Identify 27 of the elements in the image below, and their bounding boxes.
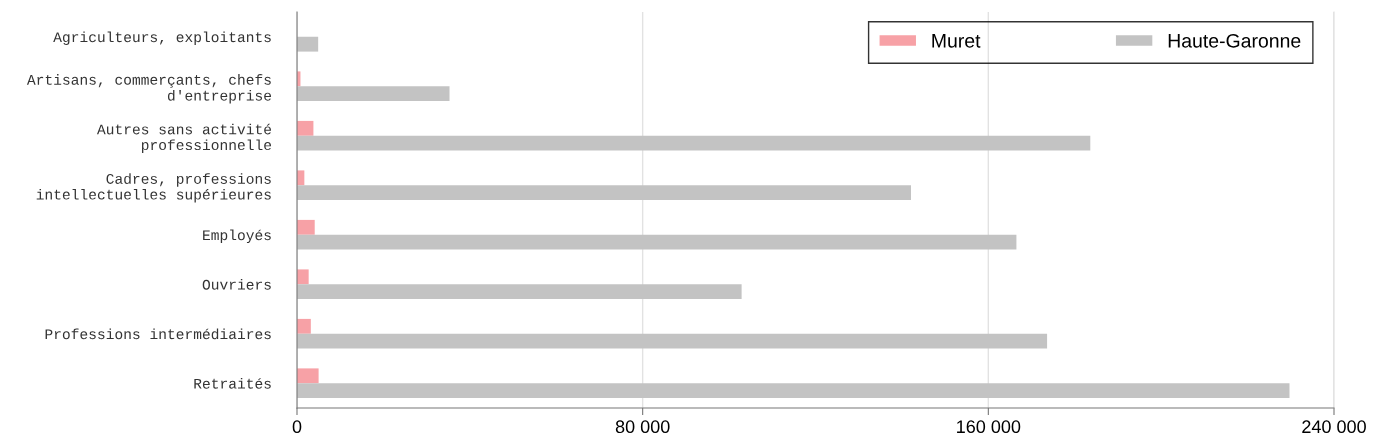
- legend-label: Haute-Garonne: [1168, 33, 1301, 48]
- bar: [297, 383, 1290, 399]
- bar: [297, 368, 319, 384]
- y-tick-label: Retraités: [194, 377, 271, 389]
- y-tick-label: Autres sans activité professionnelle: [96, 123, 272, 153]
- bar: [297, 269, 309, 285]
- x-tick-label: 0: [292, 420, 302, 434]
- y-tick-label: Ouvriers: [202, 278, 271, 290]
- bar: [297, 86, 450, 102]
- bar: [297, 36, 319, 52]
- y-tick-label: Artisans, commerçants, chefs d'entreprise: [26, 74, 272, 104]
- bar: [297, 135, 1091, 151]
- bar: [297, 333, 1048, 349]
- bar: [297, 318, 311, 334]
- legend-label: Muret: [932, 34, 981, 48]
- x-tick-label: 80 000: [615, 420, 670, 434]
- x-tick-label: 160 000: [957, 420, 1021, 434]
- bar: [297, 120, 314, 136]
- bar: [297, 185, 911, 201]
- y-tick-label: Professions intermédiaires: [45, 328, 271, 340]
- bar: [297, 234, 1017, 250]
- y-tick-label: Employés: [203, 229, 271, 244]
- bar: [297, 284, 742, 300]
- y-tick-label: Cadres, professions intellectuelles supérieures: [36, 173, 271, 203]
- x-tick-label: 240 000: [1302, 420, 1366, 434]
- bar: [297, 219, 315, 235]
- y-tick-label: Agriculteurs, exploitants: [53, 31, 271, 46]
